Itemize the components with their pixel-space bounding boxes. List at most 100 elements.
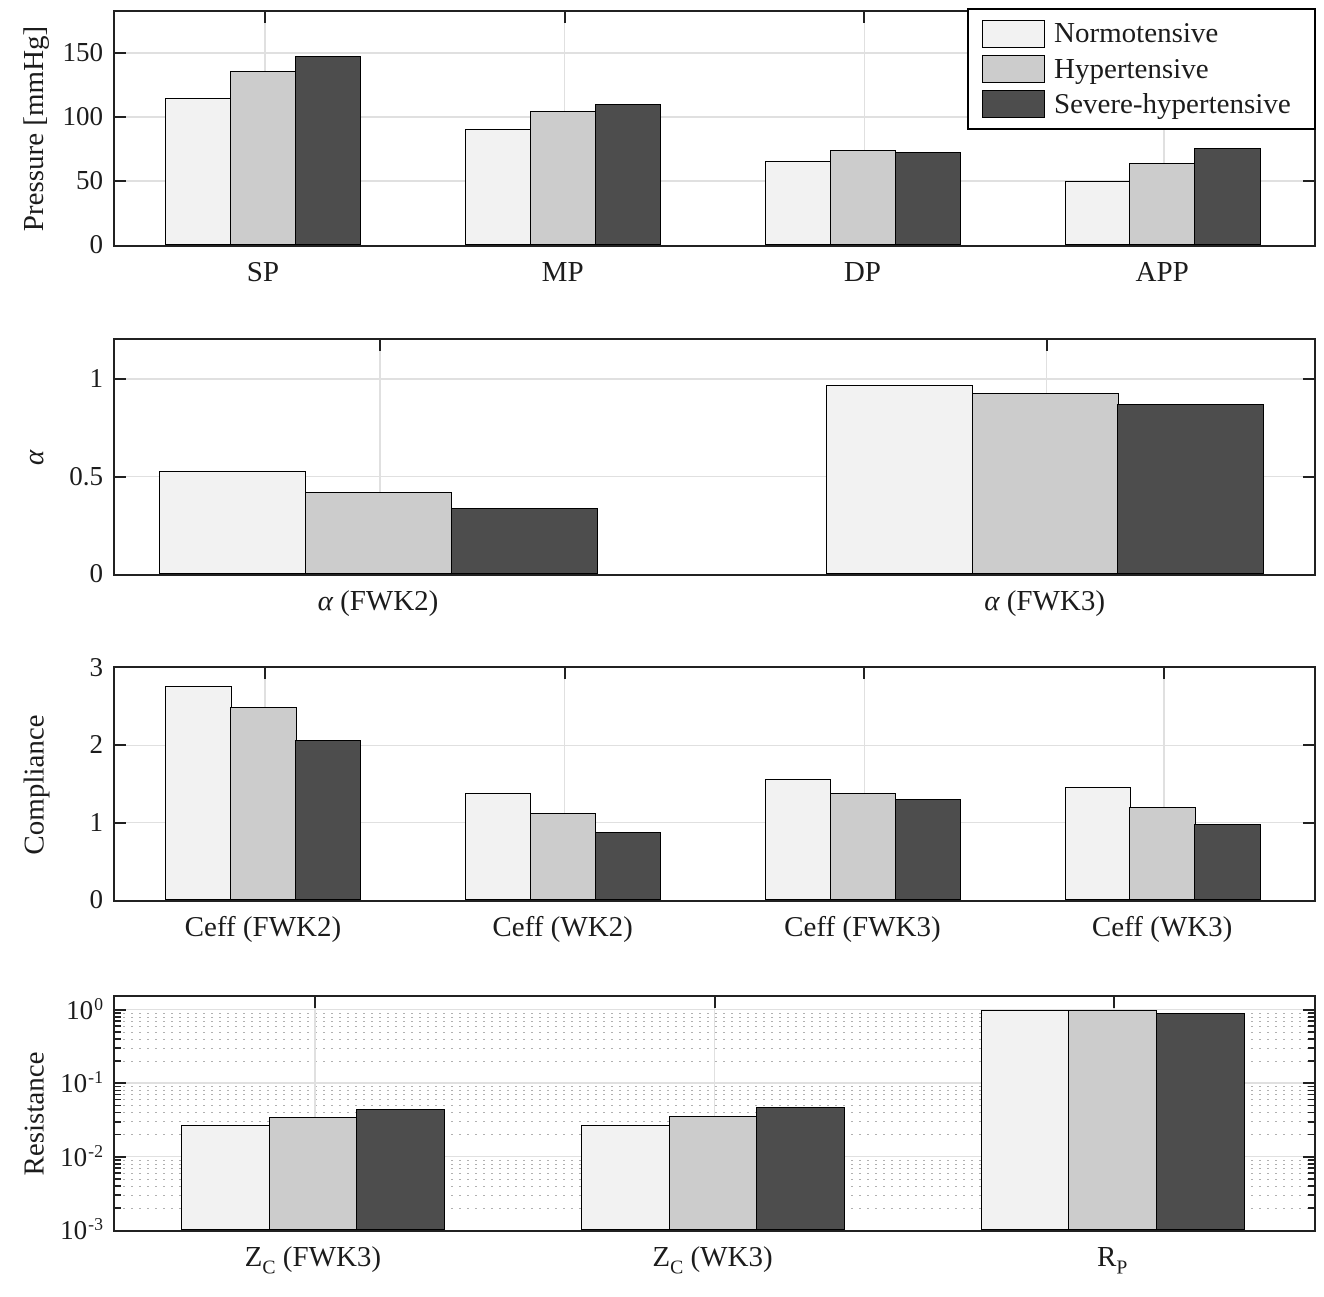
label-segment: Z	[244, 1241, 263, 1273]
left-minor-tick	[115, 1038, 121, 1040]
left-minor-tick	[115, 1194, 121, 1197]
label-segment: (FWK3)	[275, 1241, 382, 1273]
label-segment: Ceff (FWK2)	[184, 911, 342, 943]
y-axis-title: Pressure [mmHg]	[12, 10, 58, 247]
right-minor-tick	[1308, 1167, 1314, 1169]
label-segment: α	[18, 449, 51, 465]
y-tick-label: 0	[25, 558, 104, 588]
right-minor-tick	[1308, 1185, 1314, 1187]
major-gridline	[115, 180, 1314, 182]
right-minor-tick	[1308, 1194, 1314, 1197]
bar-resistance-g1-severe-hypertensive	[755, 1107, 845, 1230]
label-segment: SP	[246, 256, 279, 288]
top-category-tick	[263, 668, 266, 679]
top-category-tick	[263, 12, 266, 23]
left-minor-tick	[115, 1120, 121, 1123]
bar-alpha-g1-severe-hypertensive	[1117, 404, 1265, 574]
right-minor-tick	[1308, 1085, 1314, 1088]
bar-pressure-g3-severe-hypertensive	[1194, 147, 1261, 245]
left-major-tick	[115, 1008, 126, 1011]
right-minor-tick	[1308, 1172, 1314, 1174]
right-minor-tick	[1308, 1031, 1314, 1033]
right-minor-tick	[1308, 1133, 1314, 1136]
x-category-label: ZC (FWK3)	[153, 1241, 473, 1283]
left-minor-tick	[115, 1185, 121, 1187]
bar-pressure-g2-hypertensive	[829, 150, 897, 245]
bar-resistance-g0-hypertensive	[268, 1117, 358, 1230]
label-segment: C	[670, 1256, 684, 1279]
left-minor-tick	[115, 1207, 121, 1209]
left-minor-tick	[115, 1104, 121, 1107]
right-minor-tick	[1308, 1098, 1314, 1101]
y-tick-label: 2	[25, 731, 104, 758]
label-segment: DP	[843, 256, 881, 288]
top-category-tick	[563, 12, 566, 23]
tick-exponent: -2	[88, 1140, 103, 1161]
right-major-tick	[1303, 378, 1314, 380]
right-minor-tick	[1308, 1178, 1314, 1180]
compliance-chart	[113, 666, 1316, 902]
label-segment: P	[1116, 1256, 1128, 1279]
tick-text: 0	[89, 558, 104, 588]
bar-alpha-g0-normotensive	[159, 470, 307, 574]
bar-compliance-g0-severe-hypertensive	[295, 739, 362, 900]
right-major-tick	[1303, 1008, 1314, 1011]
bar-resistance-g2-normotensive	[980, 1009, 1070, 1230]
label-segment: Resistance	[18, 1051, 51, 1176]
category-gridline	[1163, 668, 1165, 900]
bar-pressure-g2-severe-hypertensive	[894, 151, 961, 245]
label-segment: (FWK2)	[332, 585, 439, 617]
left-minor-tick	[115, 1172, 121, 1174]
y-axis-title: Compliance	[12, 666, 58, 902]
top-category-tick	[713, 997, 716, 1008]
left-major-tick	[115, 744, 126, 747]
left-minor-tick	[115, 1178, 121, 1180]
right-minor-tick	[1308, 1111, 1314, 1114]
left-minor-tick	[115, 1020, 121, 1022]
right-minor-tick	[1308, 1163, 1314, 1165]
right-minor-tick	[1308, 1060, 1314, 1062]
right-minor-tick	[1308, 1038, 1314, 1040]
label-segment: C	[262, 1256, 276, 1279]
y-axis-title-text: Compliance	[19, 714, 52, 854]
label-segment: Ceff (WK2)	[492, 911, 633, 943]
bar-compliance-g0-hypertensive	[230, 706, 297, 900]
right-major-tick	[1303, 744, 1314, 747]
right-major-tick	[1303, 475, 1314, 478]
tick-text: 3	[89, 652, 104, 682]
y-tick-label: 10-2	[25, 1138, 103, 1171]
x-category-label: APP	[1002, 256, 1322, 288]
left-minor-tick	[115, 1133, 121, 1136]
right-major-tick	[1303, 821, 1314, 824]
x-category-label: Ceff (FWK3)	[702, 911, 1022, 943]
y-axis-title-text: α	[18, 449, 51, 464]
y-tick-label: 1	[25, 365, 104, 392]
x-category-label: Ceff (WK3)	[1002, 911, 1322, 943]
left-major-tick	[115, 115, 126, 118]
top-category-tick	[1045, 340, 1048, 351]
legend-entry: Hypertensive	[969, 53, 1314, 85]
x-category-label: MP	[403, 256, 723, 288]
legend-label: Severe-hypertensive	[1054, 87, 1291, 120]
right-major-tick	[1303, 1082, 1314, 1084]
y-tick-label: 150	[25, 38, 104, 66]
tick-text: 1	[89, 806, 104, 837]
right-major-tick	[1303, 1155, 1314, 1158]
bar-pressure-g1-normotensive	[465, 128, 532, 245]
left-minor-tick	[115, 1163, 121, 1165]
label-segment: Pressure [mmHg]	[18, 25, 51, 232]
right-minor-tick	[1308, 1016, 1314, 1018]
tick-text: 100	[62, 100, 104, 131]
legend: Normotensive Hypertensive Severe-hypertens…	[967, 8, 1316, 130]
bar-pressure-g2-normotensive	[764, 160, 832, 245]
alpha-chart	[113, 338, 1316, 576]
left-major-tick	[115, 475, 126, 478]
bar-compliance-g2-normotensive	[764, 779, 832, 900]
label-segment: MP	[541, 256, 584, 288]
category-gridline	[863, 12, 866, 245]
top-category-tick	[1163, 668, 1166, 679]
right-minor-tick	[1308, 1104, 1314, 1107]
bar-pressure-g0-hypertensive	[230, 70, 297, 245]
y-tick-label: 0	[25, 231, 104, 258]
